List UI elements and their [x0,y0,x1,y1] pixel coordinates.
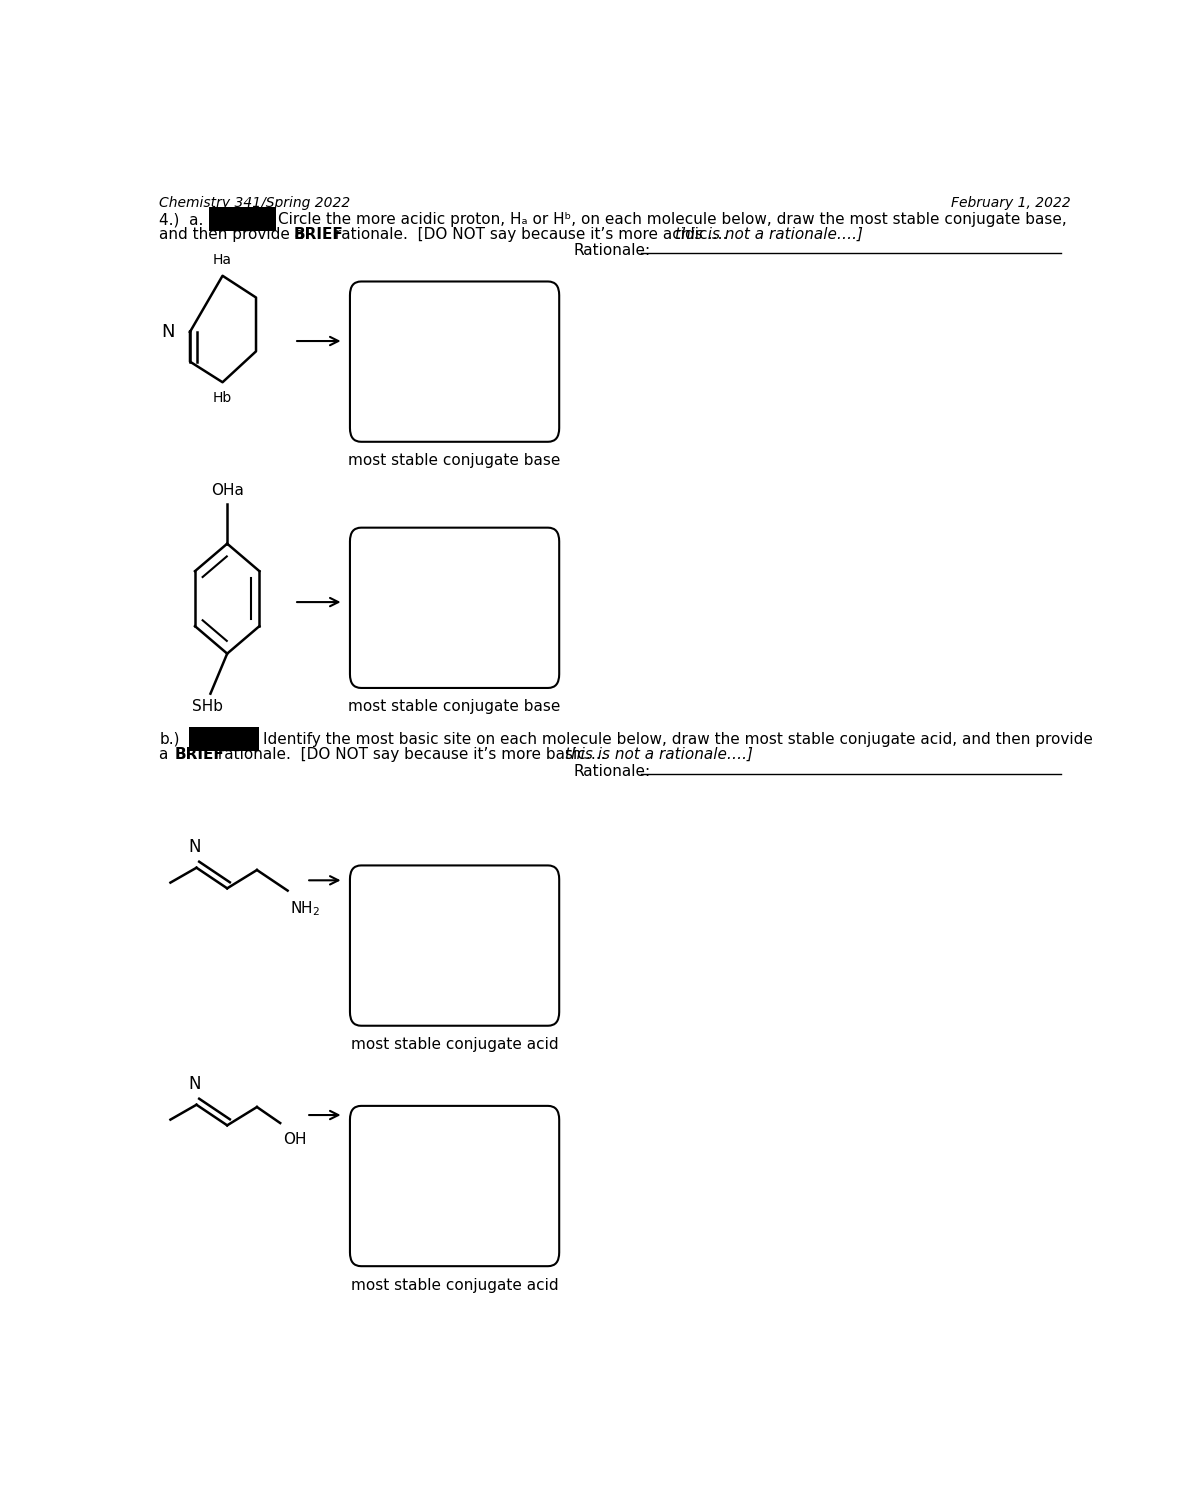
Text: OH: OH [283,1132,306,1146]
Text: SHb: SHb [192,699,223,714]
Text: and then provide a: and then provide a [160,228,310,242]
Text: February 1, 2022: February 1, 2022 [950,196,1070,210]
FancyBboxPatch shape [350,281,559,442]
Text: BRIEF: BRIEF [293,228,343,242]
FancyBboxPatch shape [190,727,259,751]
Text: Circle the more acidic proton, Hₐ or Hᵇ, on each molecule below, draw the most s: Circle the more acidic proton, Hₐ or Hᵇ,… [278,213,1067,228]
Text: most stable conjugate acid: most stable conjugate acid [350,1277,558,1292]
Text: most stable conjugate base: most stable conjugate base [348,454,560,468]
Text: N: N [188,1075,200,1093]
Text: Rationale:: Rationale: [574,242,650,259]
Text: NH$_2$: NH$_2$ [290,900,320,919]
Text: BRIEF: BRIEF [175,746,224,761]
FancyBboxPatch shape [350,865,559,1026]
Text: a: a [160,746,174,761]
Text: rationale.  [DO NOT say because it’s more basic….: rationale. [DO NOT say because it’s more… [214,746,606,761]
Text: OHa: OHa [211,483,244,498]
Text: Rationale:: Rationale: [574,764,650,779]
Text: b.): b.) [160,732,180,746]
Text: Chemistry 341/Spring 2022: Chemistry 341/Spring 2022 [160,196,350,210]
Text: 4.)  a.: 4.) a. [160,213,204,228]
FancyBboxPatch shape [350,528,559,688]
Text: this is not a rationale….]: this is not a rationale….] [676,228,864,242]
Text: N: N [162,323,175,341]
Text: most stable conjugate base: most stable conjugate base [348,699,560,714]
Text: Hb: Hb [212,391,232,406]
Text: this is not a rationale….]: this is not a rationale….] [565,746,752,761]
Text: rationale.  [DO NOT say because it’s more acidic….: rationale. [DO NOT say because it’s more… [330,228,728,242]
Text: most stable conjugate acid: most stable conjugate acid [350,1038,558,1053]
Text: Identify the most basic site on each molecule below, draw the most stable conjug: Identify the most basic site on each mol… [264,732,1093,746]
Text: Ha: Ha [214,253,232,266]
Text: N: N [188,839,200,857]
FancyBboxPatch shape [350,1106,559,1267]
FancyBboxPatch shape [209,207,276,230]
